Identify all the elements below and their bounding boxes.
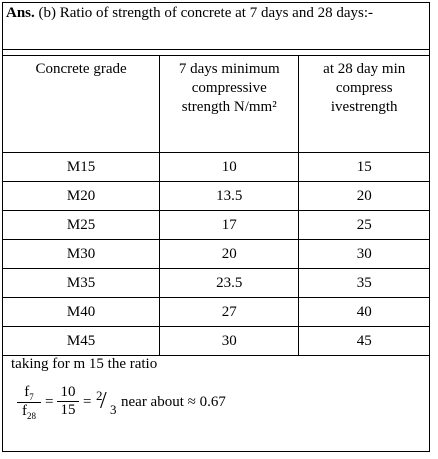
value-cell: 30	[298, 239, 429, 269]
table-row: M35 23.5 35	[3, 268, 429, 298]
strength-table: Concrete grade 7 days minimum compressive…	[3, 55, 429, 356]
column-header: at 28 day min compress ivestrength	[298, 55, 429, 153]
subscript: 28	[27, 411, 36, 421]
symbol: f	[24, 384, 30, 400]
value-cell: 23.5	[159, 268, 300, 298]
value-cell: 13.5	[159, 181, 300, 211]
value-cell: 25	[298, 210, 429, 240]
fraction: f7 f28	[17, 384, 41, 421]
column-header: 7 days minimum compressive strength N/mm…	[159, 55, 300, 153]
subscript: 7	[29, 392, 34, 402]
header-row: Concrete grade 7 days minimum compressive…	[3, 55, 429, 153]
value-cell: 20	[298, 181, 429, 211]
table-row: M30 20 30	[3, 239, 429, 269]
value-cell: 27	[159, 297, 300, 327]
grade-cell: M20	[3, 181, 161, 211]
table-row: M25 17 25	[3, 210, 429, 240]
equals: =	[45, 394, 54, 410]
numerator: 10	[57, 384, 79, 402]
note: taking for m 15 the ratio	[11, 356, 158, 372]
grade-cell: M15	[3, 152, 161, 182]
value-cell: 35	[298, 268, 429, 298]
value-cell: 20	[159, 239, 300, 269]
grade-cell: M45	[3, 326, 161, 356]
equals: =	[83, 394, 92, 410]
value-cell: 40	[298, 297, 429, 327]
title-label: Ans.	[6, 5, 35, 21]
table-row: M45 30 45	[3, 326, 429, 356]
column-header: Concrete grade	[3, 55, 161, 153]
approximation: near about ≈ 0.67	[121, 394, 226, 410]
ratio-denominator: 3	[110, 402, 117, 417]
document: Ans. (b) Ratio of strength of concrete a…	[2, 2, 430, 452]
fraction: 10 15	[57, 384, 79, 419]
slash: /	[100, 388, 107, 414]
value-cell: 17	[159, 210, 300, 240]
grade-cell: M30	[3, 239, 161, 269]
table-row: M20 13.5 20	[3, 181, 429, 211]
title: Ans. (b) Ratio of strength of concrete a…	[3, 3, 429, 50]
note-section: taking for m 15 the ratio f7 f28 = 10 15…	[3, 350, 429, 450]
table-row: M15 10 15	[3, 152, 429, 182]
ratio-numerator: 2	[96, 388, 103, 403]
title-text: (b) Ratio of strength of concrete at 7 d…	[38, 5, 373, 21]
table-row: M40 27 40	[3, 297, 429, 327]
value-cell: 15	[298, 152, 429, 182]
grade-cell: M40	[3, 297, 161, 327]
grade-cell: M35	[3, 268, 161, 298]
value-cell: 45	[298, 326, 429, 356]
denominator: 15	[60, 402, 76, 418]
grade-cell: M25	[3, 210, 161, 240]
value-cell: 30	[159, 326, 300, 356]
symbol: f	[22, 403, 27, 419]
value-cell: 10	[159, 152, 300, 182]
